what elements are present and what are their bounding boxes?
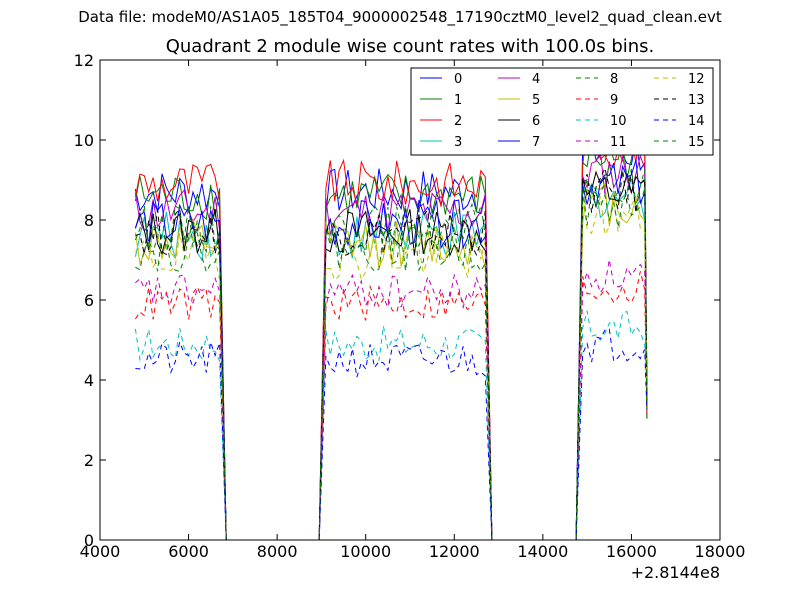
x-tick-label: 10000 <box>340 542 391 561</box>
series-line-2 <box>134 120 648 541</box>
legend-label-13: 13 <box>688 93 705 108</box>
legend-label-9: 9 <box>610 93 618 108</box>
series-line-5 <box>134 182 648 541</box>
x-tick-label: 4000 <box>80 542 121 561</box>
legend-label-14: 14 <box>688 114 705 129</box>
y-tick-label: 12 <box>74 51 94 70</box>
y-tick-label: 6 <box>84 291 94 310</box>
series-line-4 <box>134 149 648 541</box>
plot-lines <box>134 120 648 541</box>
legend-label-4: 4 <box>532 72 540 87</box>
series-line-9 <box>134 271 648 541</box>
legend-label-12: 12 <box>688 72 705 87</box>
legend-label-8: 8 <box>610 72 618 87</box>
series-line-8 <box>134 164 648 541</box>
series-line-10 <box>134 310 648 541</box>
axis-ticks: 4000 6000 8000 10000 12000 14000 16000 18000 0 2 4… <box>74 51 746 561</box>
y-tick-label: 8 <box>84 211 94 230</box>
series-line-6 <box>134 170 648 541</box>
x-offset-label: +2.8144e8 <box>631 563 720 582</box>
legend-label-15: 15 <box>688 135 705 150</box>
x-tick-label: 14000 <box>517 542 568 561</box>
legend-label-10: 10 <box>610 114 627 129</box>
x-tick-label: 12000 <box>429 542 480 561</box>
y-tick-label: 4 <box>84 371 94 390</box>
legend-label-5: 5 <box>532 93 540 108</box>
x-tick-label: 8000 <box>257 542 298 561</box>
chart-title: Quadrant 2 module wise count rates with … <box>165 36 655 57</box>
x-tick-label: 6000 <box>168 542 209 561</box>
legend-label-6: 6 <box>532 114 540 129</box>
series-line-3 <box>134 178 648 541</box>
legend-label-11: 11 <box>610 135 627 150</box>
x-tick-label: 16000 <box>606 542 657 561</box>
legend-label-2: 2 <box>454 114 462 129</box>
legend-label-7: 7 <box>532 135 540 150</box>
legend-box <box>410 67 714 156</box>
series-line-12 <box>135 195 648 541</box>
series-line-11 <box>135 259 648 541</box>
series-line-7 <box>134 159 648 541</box>
legend-label-0: 0 <box>454 72 462 87</box>
legend-label-1: 1 <box>454 93 462 108</box>
y-tick-label: 2 <box>84 451 94 470</box>
series-line-14 <box>135 328 648 541</box>
legend-label-3: 3 <box>454 135 462 150</box>
series-line-13 <box>135 166 648 541</box>
x-tick-label: 18000 <box>695 542 746 561</box>
y-tick-label: 0 <box>84 531 94 550</box>
suptitle: Data file: modeM0/AS1A05_185T04_90000025… <box>78 8 722 26</box>
series-line-15 <box>135 185 648 541</box>
y-tick-label: 10 <box>74 131 94 150</box>
